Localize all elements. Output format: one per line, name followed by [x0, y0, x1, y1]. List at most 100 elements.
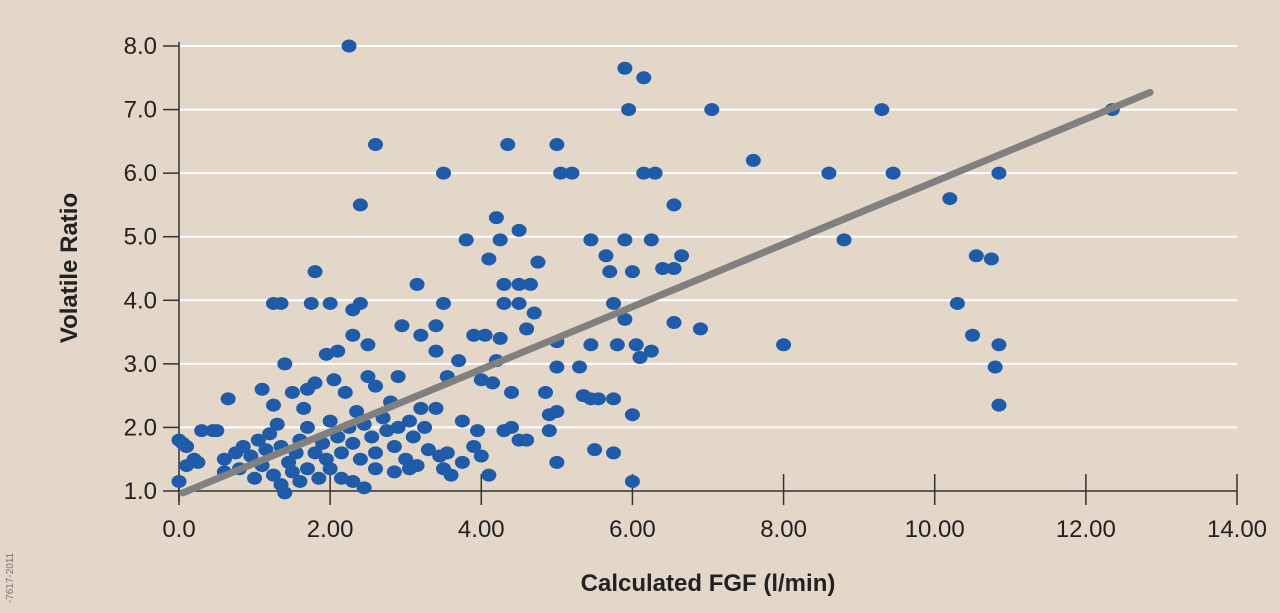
y-tick-label: 2.0 — [124, 414, 157, 441]
data-point — [265, 468, 281, 482]
data-point — [352, 452, 368, 466]
data-point — [345, 328, 361, 342]
data-point — [417, 420, 433, 434]
data-point — [496, 277, 512, 291]
data-point — [473, 449, 489, 463]
data-point — [322, 296, 338, 310]
data-point — [296, 401, 312, 415]
data-point — [179, 440, 195, 453]
y-tick-label: 7.0 — [124, 97, 157, 124]
data-point — [341, 39, 357, 53]
data-point — [624, 265, 640, 279]
data-point — [987, 360, 1003, 374]
data-point — [500, 138, 516, 152]
data-point — [432, 449, 448, 463]
data-point — [337, 385, 353, 399]
data-point — [522, 277, 538, 291]
data-point — [330, 344, 346, 358]
data-point — [549, 405, 565, 419]
data-point — [530, 255, 546, 269]
data-point — [349, 405, 365, 419]
data-point — [436, 166, 451, 180]
data-point — [968, 249, 984, 263]
data-point — [303, 296, 319, 310]
data-point — [443, 468, 459, 482]
data-point — [836, 233, 852, 247]
data-point — [874, 103, 890, 117]
x-tick-label: 4.00 — [458, 516, 505, 543]
data-point — [194, 424, 210, 438]
data-point — [602, 265, 618, 279]
data-point — [636, 71, 652, 85]
data-point — [235, 440, 251, 453]
data-point — [451, 354, 467, 368]
data-point — [885, 166, 901, 180]
data-point — [322, 462, 338, 476]
data-point — [333, 446, 349, 460]
data-point — [352, 198, 368, 212]
data-point — [333, 471, 349, 485]
data-point — [386, 465, 402, 479]
data-point — [519, 322, 535, 336]
data-point — [428, 344, 444, 358]
data-point — [269, 417, 285, 431]
x-tick-label: 0.0 — [162, 516, 195, 543]
data-point — [511, 277, 527, 291]
data-point — [284, 465, 300, 479]
data-point — [983, 252, 999, 266]
data-point — [553, 166, 569, 180]
data-point — [636, 166, 652, 180]
y-tick-label: 4.0 — [124, 287, 157, 314]
data-point — [247, 471, 263, 485]
data-point — [318, 347, 334, 361]
data-point — [643, 233, 659, 247]
data-point — [428, 401, 444, 415]
x-tick-label: 2.00 — [307, 516, 354, 543]
y-tick-label: 6.0 — [124, 160, 157, 187]
side-note: -7617-2011 — [5, 552, 16, 603]
data-point — [307, 265, 323, 279]
data-point — [311, 471, 327, 485]
data-point — [549, 360, 565, 374]
data-point — [666, 198, 682, 212]
data-point — [504, 420, 520, 434]
data-point — [179, 459, 195, 473]
data-point — [473, 373, 489, 387]
data-point — [360, 370, 376, 384]
data-point — [477, 328, 493, 342]
data-point — [492, 233, 508, 247]
data-point — [390, 370, 406, 384]
data-point — [541, 424, 557, 438]
data-point — [504, 385, 520, 399]
data-point — [624, 408, 640, 422]
data-point — [587, 443, 603, 457]
data-point — [299, 420, 315, 434]
data-point — [519, 433, 535, 447]
data-point — [307, 446, 323, 460]
data-point — [262, 427, 278, 441]
data-point — [511, 296, 527, 310]
trend-line — [179, 88, 1154, 497]
data-point — [632, 351, 648, 364]
x-tick-label: 12.00 — [1056, 516, 1116, 543]
data-point — [821, 166, 837, 180]
data-point — [492, 331, 508, 345]
data-point — [299, 462, 315, 476]
data-point — [470, 424, 486, 438]
data-point — [624, 474, 640, 488]
data-point — [436, 296, 451, 310]
x-tick-label: 10.00 — [905, 516, 965, 543]
data-point — [254, 382, 270, 396]
data-point — [277, 486, 293, 500]
x-axis-title: Calculated FGF (l/min) — [581, 570, 836, 597]
y-axis-title: Volatile Ratio — [56, 193, 83, 343]
data-point — [360, 338, 376, 352]
data-point — [549, 138, 565, 152]
data-point — [572, 360, 588, 374]
data-point — [481, 252, 497, 266]
data-point — [621, 103, 637, 117]
data-point — [776, 338, 792, 352]
data-point — [606, 446, 622, 460]
data-point — [428, 319, 444, 333]
